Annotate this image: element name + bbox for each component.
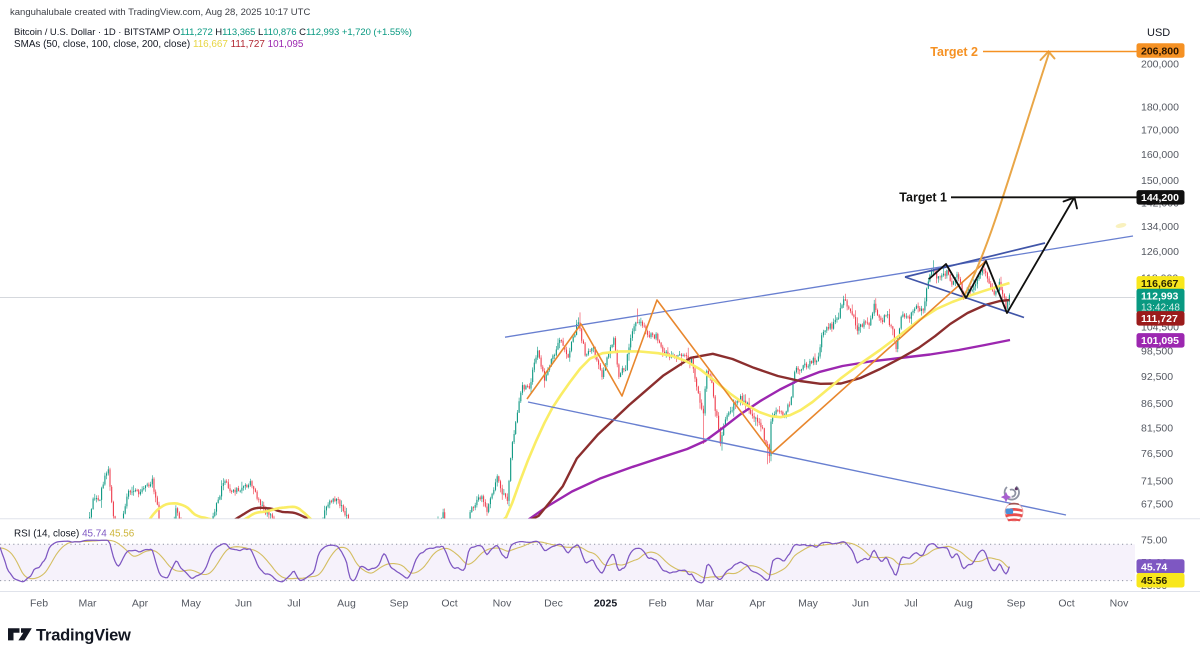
svg-text:Jul: Jul xyxy=(287,598,300,610)
svg-text:Jun: Jun xyxy=(852,598,869,610)
svg-text:67,500: 67,500 xyxy=(1141,499,1173,511)
svg-text:92,500: 92,500 xyxy=(1141,371,1173,383)
svg-text:Feb: Feb xyxy=(30,598,48,610)
svg-text:71,500: 71,500 xyxy=(1141,475,1173,487)
svg-text:Jun: Jun xyxy=(235,598,252,610)
svg-text:144,200: 144,200 xyxy=(1141,192,1179,204)
svg-text:112,993: 112,993 xyxy=(1141,291,1179,303)
svg-text:Mar: Mar xyxy=(696,598,715,610)
svg-text:180,000: 180,000 xyxy=(1141,101,1179,113)
svg-text:Oct: Oct xyxy=(441,598,457,610)
svg-text:May: May xyxy=(181,598,202,610)
svg-text:Target 1: Target 1 xyxy=(899,191,947,205)
svg-text:Sep: Sep xyxy=(390,598,409,610)
svg-text:200,000: 200,000 xyxy=(1141,59,1179,71)
svg-text:111,727: 111,727 xyxy=(1141,313,1178,325)
svg-text:206,800: 206,800 xyxy=(1141,45,1179,57)
svg-text:USD: USD xyxy=(1147,27,1170,39)
svg-text:45.56: 45.56 xyxy=(1141,575,1167,587)
svg-text:Apr: Apr xyxy=(132,598,149,610)
svg-text:Dec: Dec xyxy=(544,598,563,610)
svg-text:13:42:48: 13:42:48 xyxy=(1141,303,1180,314)
svg-text:150,000: 150,000 xyxy=(1141,175,1179,187)
svg-text:45.74: 45.74 xyxy=(1141,561,1167,573)
svg-text:2025: 2025 xyxy=(594,598,618,610)
svg-text:101,095: 101,095 xyxy=(1141,335,1179,347)
svg-text:116,667: 116,667 xyxy=(1141,278,1179,290)
svg-text:Bitcoin / U.S. Dollar · 1D · B: Bitcoin / U.S. Dollar · 1D · BITSTAMP O1… xyxy=(14,27,412,38)
svg-text:May: May xyxy=(798,598,819,610)
svg-text:Sep: Sep xyxy=(1007,598,1026,610)
svg-text:Target 2: Target 2 xyxy=(930,45,978,59)
svg-text:76,500: 76,500 xyxy=(1141,448,1173,460)
svg-text:98,500: 98,500 xyxy=(1141,346,1173,358)
svg-text:Aug: Aug xyxy=(954,598,973,610)
svg-text:126,000: 126,000 xyxy=(1141,246,1179,258)
svg-text:Oct: Oct xyxy=(1058,598,1074,610)
svg-text:SMAs (50, close, 100, close, 2: SMAs (50, close, 100, close, 200, close)… xyxy=(14,39,304,50)
svg-text:Jul: Jul xyxy=(904,598,917,610)
svg-text:RSI (14, close) 45.74 45.56: RSI (14, close) 45.74 45.56 xyxy=(14,529,135,540)
svg-text:kanguhalubale created with Tra: kanguhalubale created with TradingView.c… xyxy=(10,7,310,18)
svg-text:75.00: 75.00 xyxy=(1141,534,1167,546)
svg-text:81,500: 81,500 xyxy=(1141,422,1173,434)
svg-text:Apr: Apr xyxy=(749,598,766,610)
svg-text:170,000: 170,000 xyxy=(1141,125,1179,137)
svg-text:134,000: 134,000 xyxy=(1141,221,1179,233)
svg-text:Nov: Nov xyxy=(1110,598,1129,610)
svg-text:86,500: 86,500 xyxy=(1141,398,1173,410)
svg-text:160,000: 160,000 xyxy=(1141,149,1179,161)
svg-text:Aug: Aug xyxy=(337,598,356,610)
svg-text:TradingView: TradingView xyxy=(36,627,131,645)
svg-text:Mar: Mar xyxy=(78,598,97,610)
svg-text:Nov: Nov xyxy=(493,598,512,610)
svg-text:Feb: Feb xyxy=(648,598,666,610)
